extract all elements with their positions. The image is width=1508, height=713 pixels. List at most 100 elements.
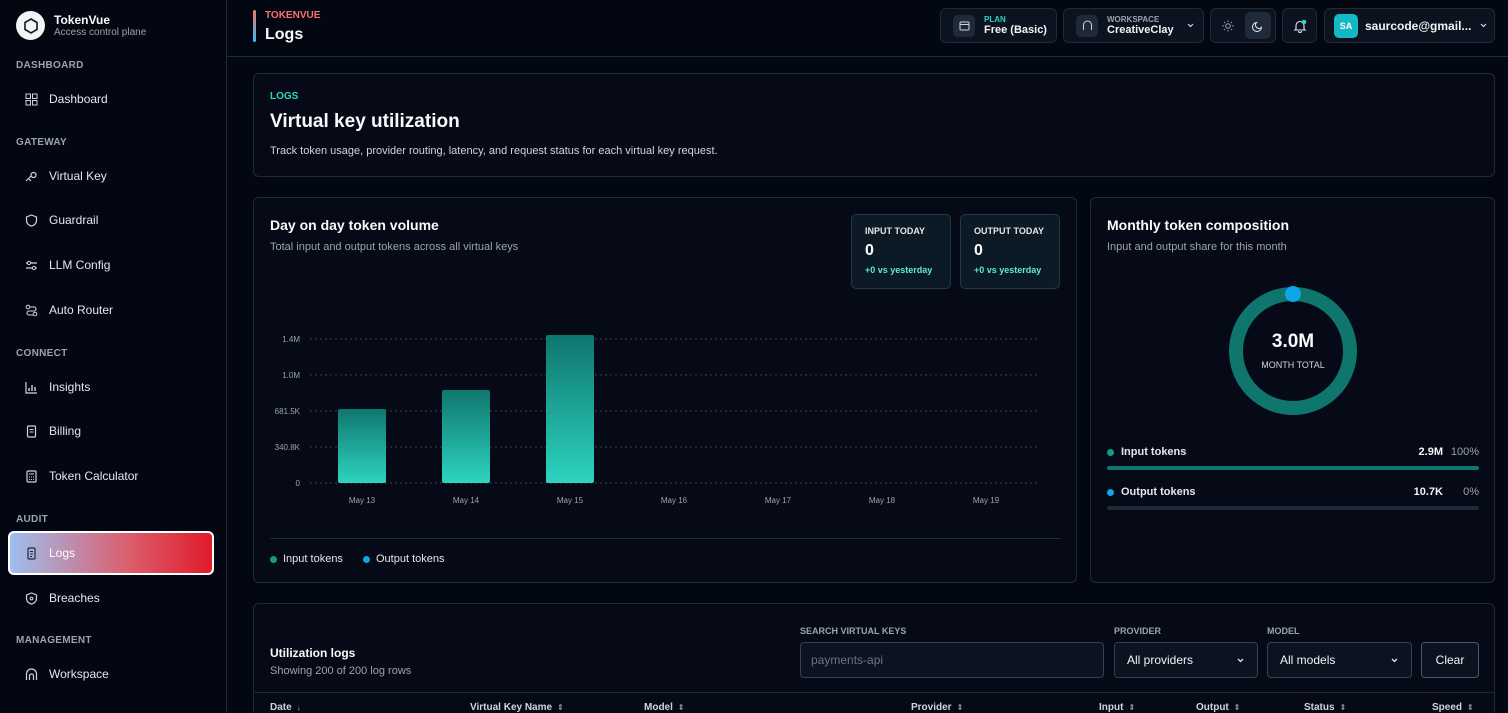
composition-row-output: Output tokens 10.7K 0% xyxy=(1107,486,1479,510)
y-tick-label: 1.0M xyxy=(282,371,300,380)
card-subtitle: Input and output share for this month xyxy=(1107,241,1287,253)
section-label-connect: CONNECT xyxy=(16,348,68,359)
chevron-down-icon xyxy=(1391,658,1398,662)
card-subtitle: Total input and output tokens across all… xyxy=(270,241,519,253)
stat-delta: +0 vs yesterday xyxy=(865,265,933,275)
plan-label: PLAN xyxy=(984,15,1006,24)
sidebar-item-insights[interactable]: Insights xyxy=(8,366,214,408)
sort-icon: ⇕ xyxy=(956,703,964,712)
model-select[interactable]: All models xyxy=(1267,642,1412,678)
sidebar-item-label: LLM Config xyxy=(49,258,111,272)
column-header-date[interactable]: Date ↓ xyxy=(270,702,301,713)
sidebar-item-label: Logs xyxy=(49,546,76,560)
column-header-provider[interactable]: Provider ⇕ xyxy=(911,702,963,713)
section-description: Track token usage, provider routing, lat… xyxy=(270,145,718,157)
breadcrumb-accent xyxy=(253,10,256,42)
sidebar-item-label: Workspace xyxy=(49,667,109,681)
provider-select[interactable]: All providers xyxy=(1114,642,1258,678)
notifications-button[interactable] xyxy=(1282,8,1317,43)
section-title: Virtual key utilization xyxy=(270,111,460,132)
y-tick-label: 0 xyxy=(296,479,301,488)
key-icon xyxy=(25,171,37,181)
bell-icon xyxy=(1293,19,1306,33)
column-header-output[interactable]: Output ⇕ xyxy=(1196,702,1240,713)
sidebar-item-billing[interactable]: Billing xyxy=(8,410,214,452)
building-icon xyxy=(1076,14,1098,37)
sun-icon[interactable] xyxy=(1215,12,1241,39)
section-eyebrow: LOGS xyxy=(270,91,299,102)
legend-swatch xyxy=(1107,448,1114,456)
moon-icon[interactable] xyxy=(1245,12,1271,39)
donut-total: 3.0M xyxy=(1271,331,1315,352)
intro-card: LOGS Virtual key utilization Track token… xyxy=(253,73,1495,177)
sidebar-item-auto-router[interactable]: Auto Router xyxy=(8,289,214,331)
composition-name: Output tokens xyxy=(1121,486,1196,498)
sidebar-item-breaches[interactable]: Breaches xyxy=(8,577,214,619)
output-today-stat: OUTPUT TODAY 0 +0 vs yesterday xyxy=(960,214,1060,289)
column-label: Speed xyxy=(1432,702,1463,713)
card-title: Monthly token composition xyxy=(1107,217,1289,233)
sort-icon: ⇕ xyxy=(677,703,685,712)
brand-tagline: Access control plane xyxy=(54,26,147,38)
sidebar-item-logs[interactable]: Logs xyxy=(8,531,214,575)
legend-swatch xyxy=(363,555,370,563)
grid-icon xyxy=(25,93,38,105)
y-tick-label: 681.5K xyxy=(275,407,301,416)
column-header-status[interactable]: Status ⇕ xyxy=(1304,702,1346,713)
sidebar-item-label: Auto Router xyxy=(49,303,114,317)
column-header-speed[interactable]: Speed ⇕ xyxy=(1432,702,1474,713)
sidebar-item-workspace[interactable]: Workspace xyxy=(8,653,214,695)
input-today-stat: INPUT TODAY 0 +0 vs yesterday xyxy=(851,214,951,289)
sidebar-item-llm-config[interactable]: LLM Config xyxy=(8,244,214,286)
column-header-input[interactable]: Input ⇕ xyxy=(1099,702,1135,713)
route-icon xyxy=(25,304,38,316)
sidebar-item-virtual-key[interactable]: Virtual Key xyxy=(8,155,214,197)
sidebar-item-dashboard[interactable]: Dashboard xyxy=(8,78,214,120)
legend-label: Input tokens xyxy=(283,553,343,565)
composition-bar-fill xyxy=(1107,466,1479,470)
x-tick-label: May 13 xyxy=(349,496,376,505)
sidebar-item-token-calculator[interactable]: Token Calculator xyxy=(8,455,214,497)
bar-input-tokens[interactable] xyxy=(338,409,386,483)
arrow-down-icon: ↓ xyxy=(296,703,301,712)
section-label-gateway: GATEWAY xyxy=(16,137,67,148)
hexagon-logo-icon xyxy=(16,11,45,40)
card-title: Day on day token volume xyxy=(270,217,439,233)
plan-badge[interactable]: PLAN Free (Basic) xyxy=(940,8,1057,43)
section-label-management: MANAGEMENT xyxy=(16,635,92,646)
column-header-virtual-key-name[interactable]: Virtual Key Name ⇕ xyxy=(470,702,564,713)
composition-bar-track xyxy=(1107,466,1479,470)
document-icon xyxy=(27,546,36,560)
donut-total-label: MONTH TOTAL xyxy=(1261,360,1325,370)
sort-icon: ⇕ xyxy=(1467,703,1474,712)
column-label: Output xyxy=(1196,702,1229,713)
composition-donut xyxy=(1229,286,1357,415)
chevron-down-icon xyxy=(1237,658,1244,662)
breadcrumb: TOKENVUE xyxy=(265,10,321,21)
sidebar-item-label: Guardrail xyxy=(49,213,99,227)
brand[interactable]: TokenVue Access control plane xyxy=(16,11,146,40)
topbar: TOKENVUE Logs PLAN Free (Basic) WORKSPAC… xyxy=(227,0,1508,57)
bar-input-tokens[interactable] xyxy=(546,335,594,483)
brand-name: TokenVue xyxy=(54,12,111,27)
legend-output: Output tokens xyxy=(363,553,445,565)
theme-toggle[interactable] xyxy=(1210,8,1276,43)
search-input[interactable]: payments-api xyxy=(800,642,1104,678)
sidebar-item-guardrail[interactable]: Guardrail xyxy=(8,199,214,241)
sidebar-item-label: Dashboard xyxy=(49,92,108,106)
chart-icon xyxy=(25,381,37,394)
search-label: SEARCH VIRTUAL KEYS xyxy=(800,626,907,636)
workspace-switcher[interactable]: WORKSPACE CreativeClay xyxy=(1063,8,1204,43)
legend-input: Input tokens xyxy=(270,553,343,565)
bar-input-tokens[interactable] xyxy=(442,389,490,483)
column-label: Status xyxy=(1304,702,1335,713)
clear-button[interactable]: Clear xyxy=(1421,642,1479,678)
user-menu[interactable]: SA saurcode@gmail... xyxy=(1324,8,1495,43)
column-label: Input xyxy=(1099,702,1124,713)
column-header-model[interactable]: Model ⇕ xyxy=(644,702,685,713)
section-label-audit: AUDIT xyxy=(16,514,49,525)
sidebar: TokenVue Access control plane DASHBOARD … xyxy=(0,0,227,713)
sliders-icon xyxy=(26,260,37,270)
donut-output-marker xyxy=(1285,286,1301,302)
workspace-label: WORKSPACE xyxy=(1107,15,1160,24)
